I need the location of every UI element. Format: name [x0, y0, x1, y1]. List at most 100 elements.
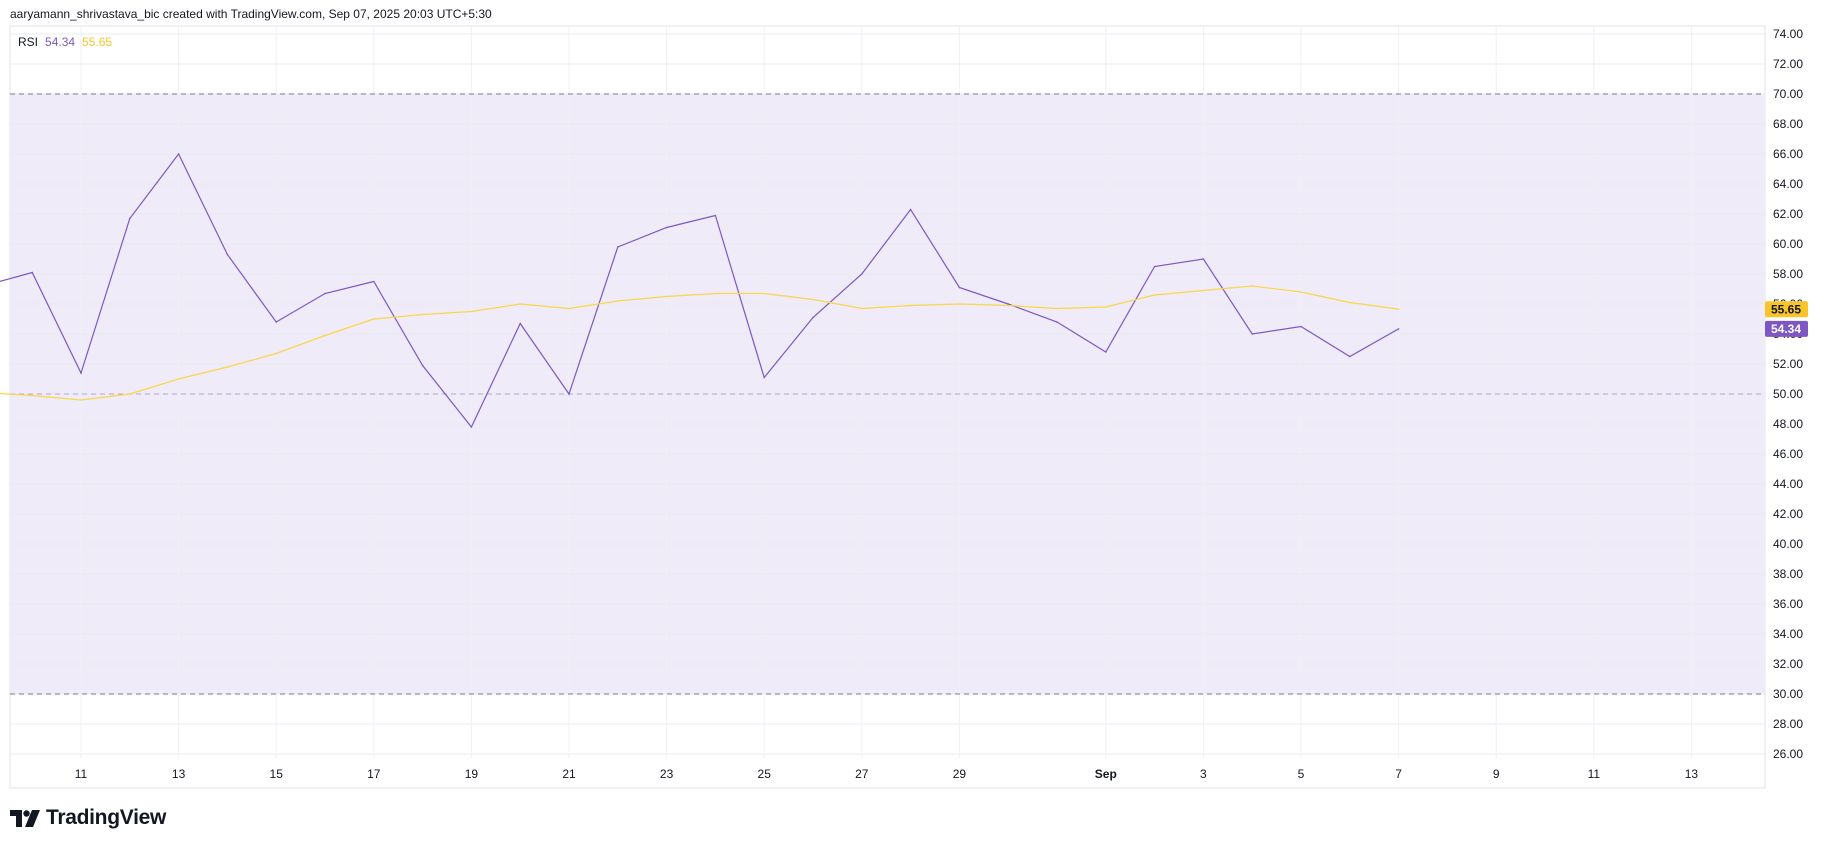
x-tick-label: 23	[660, 767, 674, 781]
rsi-point	[373, 280, 375, 283]
x-tick-label: 11	[75, 767, 88, 781]
ma-value-badge-text: 55.65	[1771, 302, 1801, 316]
rsi-ma-point	[763, 292, 765, 295]
rsi-point	[1153, 265, 1156, 268]
tradingview-logo-text: TradingView	[46, 806, 167, 829]
rsi-value-badge	[1765, 320, 1808, 337]
rsi-point	[31, 271, 33, 274]
y-tick-label: 34.00	[1773, 627, 1803, 641]
rsi-ma-point	[226, 366, 229, 368]
chart-attribution: aaryamann_shrivastava_bic created with T…	[10, 7, 492, 21]
x-tick-label: 17	[367, 767, 381, 781]
rsi-ma-point	[421, 313, 424, 316]
rsi-ma-point	[958, 303, 961, 305]
y-tick-label: 58.00	[1773, 267, 1803, 281]
x-tick-label: 21	[562, 767, 576, 781]
x-tick-label: 29	[953, 767, 967, 781]
y-tick-label: 28.00	[1773, 717, 1803, 731]
rsi-point	[665, 226, 668, 229]
rsi-ma-point	[714, 292, 717, 295]
rsi-ma-point	[275, 352, 278, 355]
rsi-ma-point	[373, 318, 375, 320]
rsi-ma-point	[470, 310, 473, 313]
x-tick-label: 13	[172, 767, 186, 781]
rsi-ma-point	[1251, 285, 1253, 287]
y-tick-label: 26.00	[1773, 747, 1803, 761]
legend-rsi-value: 54.34	[45, 35, 76, 49]
rsi-point	[470, 426, 473, 428]
rsi-ma-point	[1007, 304, 1009, 307]
legend-name: RSI	[18, 35, 39, 49]
rsi-point	[1349, 355, 1351, 358]
x-tick-label: 5	[1298, 767, 1305, 781]
rsi-point	[1202, 258, 1205, 260]
y-tick-label: 74.00	[1773, 27, 1803, 41]
rsi-ma-point	[617, 300, 619, 302]
rsi-ma-point	[861, 307, 863, 310]
x-tick-label: 15	[270, 767, 284, 781]
rsi-point	[812, 316, 814, 319]
rsi-point	[80, 372, 82, 374]
y-tick-label: 66.00	[1773, 147, 1803, 161]
y-tick-label: 44.00	[1773, 477, 1803, 491]
tradingview-logo[interactable]: TradingView	[10, 806, 166, 830]
y-tick-label: 40.00	[1773, 537, 1803, 551]
x-tick-label: 7	[1395, 767, 1402, 781]
rsi-point	[1056, 321, 1058, 323]
rsi-point	[714, 214, 717, 217]
x-tick-label: 3	[1200, 767, 1207, 781]
rsi-point	[568, 393, 570, 395]
y-tick-label: 62.00	[1773, 207, 1803, 221]
rsi-point	[1105, 351, 1107, 353]
rsi-ma-point	[1349, 301, 1351, 304]
rsi-ma-point	[31, 394, 33, 397]
rsi-ma-point	[1056, 307, 1058, 310]
y-tick-label: 68.00	[1773, 117, 1803, 131]
y-tick-label: 42.00	[1773, 507, 1803, 521]
legend-ma-value: 55.65	[82, 35, 113, 49]
x-tick-label: 19	[465, 767, 479, 781]
y-tick-label: 30.00	[1773, 687, 1803, 701]
rsi-ma-point	[1105, 306, 1107, 308]
y-tick-label: 36.00	[1773, 597, 1803, 611]
rsi-ma-point	[177, 378, 180, 380]
x-tick-label: 25	[758, 767, 772, 781]
x-tick-label: 13	[1685, 767, 1699, 781]
rsi-value-badge-text: 54.34	[1771, 322, 1801, 336]
y-tick-label: 32.00	[1773, 657, 1803, 671]
rsi-ma-point	[519, 303, 521, 305]
rsi-point	[421, 364, 424, 367]
rsi-line	[0, 152, 1399, 429]
rsi-ma-point	[568, 307, 570, 310]
rsi-point	[1251, 333, 1253, 335]
rsi-point	[617, 246, 619, 248]
y-tick-label: 64.00	[1773, 177, 1803, 191]
rsi-ma-point	[812, 298, 814, 301]
rsi-point	[129, 217, 131, 220]
rsi-point	[226, 253, 229, 256]
rsi-point	[958, 286, 961, 289]
rsi-ma-point	[1202, 289, 1205, 292]
rsi-point	[1300, 325, 1302, 328]
rsi-ma-point	[909, 304, 912, 307]
y-tick-label: 38.00	[1773, 567, 1803, 581]
rsi-ma-point	[1153, 294, 1156, 296]
y-tick-label: 70.00	[1773, 87, 1803, 101]
y-tick-label: 60.00	[1773, 237, 1803, 251]
rsi-point	[861, 273, 863, 275]
y-tick-label: 48.00	[1773, 417, 1803, 431]
y-tick-label: 46.00	[1773, 447, 1803, 461]
rsi-point	[763, 376, 765, 379]
rsi-point	[177, 153, 180, 155]
y-tick-label: 52.00	[1773, 357, 1803, 371]
x-tick-label: 11	[1588, 767, 1601, 781]
x-tick-label: 9	[1493, 767, 1500, 781]
rsi-ma-line	[0, 285, 1399, 401]
rsi-point	[275, 321, 278, 323]
x-tick-label: Sep	[1095, 767, 1117, 781]
rsi-ma-point	[1397, 308, 1400, 311]
y-tick-label: 50.00	[1773, 387, 1803, 401]
rsi-point	[1397, 328, 1400, 330]
tradingview-logo-icon	[10, 809, 40, 827]
